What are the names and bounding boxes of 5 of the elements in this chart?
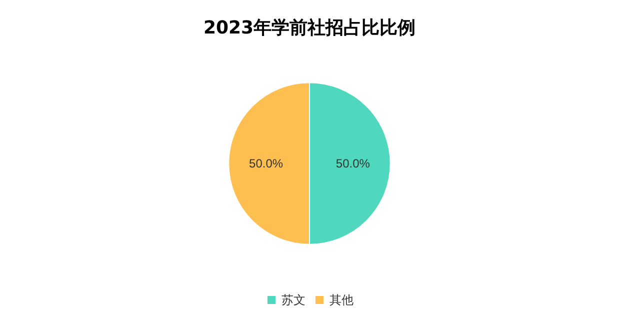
chart-title: 2023年学前社招占比比例: [203, 18, 416, 38]
legend-label: 苏文: [282, 293, 306, 307]
legend-label: 其他: [330, 293, 354, 307]
data-label: 50.0%: [249, 156, 284, 170]
data-label: 50.0%: [336, 156, 370, 170]
